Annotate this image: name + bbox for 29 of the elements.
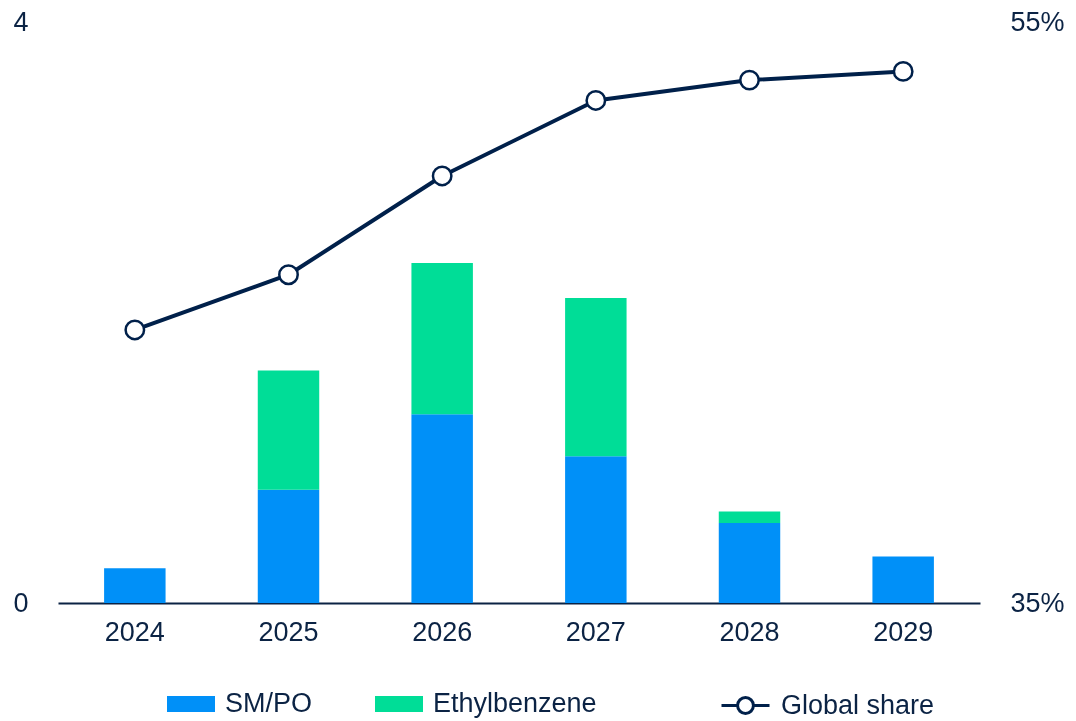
bar <box>411 263 473 415</box>
point <box>431 165 453 187</box>
bar <box>872 556 934 603</box>
bar <box>718 523 781 603</box>
point <box>585 89 607 111</box>
point <box>739 69 760 91</box>
x-tick-label: 2027 <box>565 616 626 647</box>
x-tick-label: 2024 <box>104 616 165 647</box>
y-tick-label: 0 <box>13 587 29 618</box>
x-tick-label: 2025 <box>258 616 319 647</box>
y2-tick-label: 55% <box>1010 6 1065 37</box>
bar <box>257 489 320 603</box>
legend-label: Ethylbenzene <box>433 688 597 718</box>
bar <box>565 456 627 603</box>
bar <box>718 511 781 524</box>
bar <box>257 370 320 490</box>
legend-label: SM/PO <box>225 688 313 718</box>
point <box>892 60 914 82</box>
x-tick-label: 2029 <box>873 616 934 647</box>
bar <box>104 568 166 603</box>
x-tick-label: 2026 <box>412 616 473 647</box>
x-tick-label: 2028 <box>719 616 780 647</box>
y2-tick-label: 35% <box>1010 587 1065 618</box>
point <box>278 264 299 286</box>
y-tick-label: 4 <box>13 6 29 37</box>
point <box>124 319 146 341</box>
bar <box>411 414 473 603</box>
legend-label: Global share <box>781 689 935 720</box>
bar <box>565 297 627 457</box>
